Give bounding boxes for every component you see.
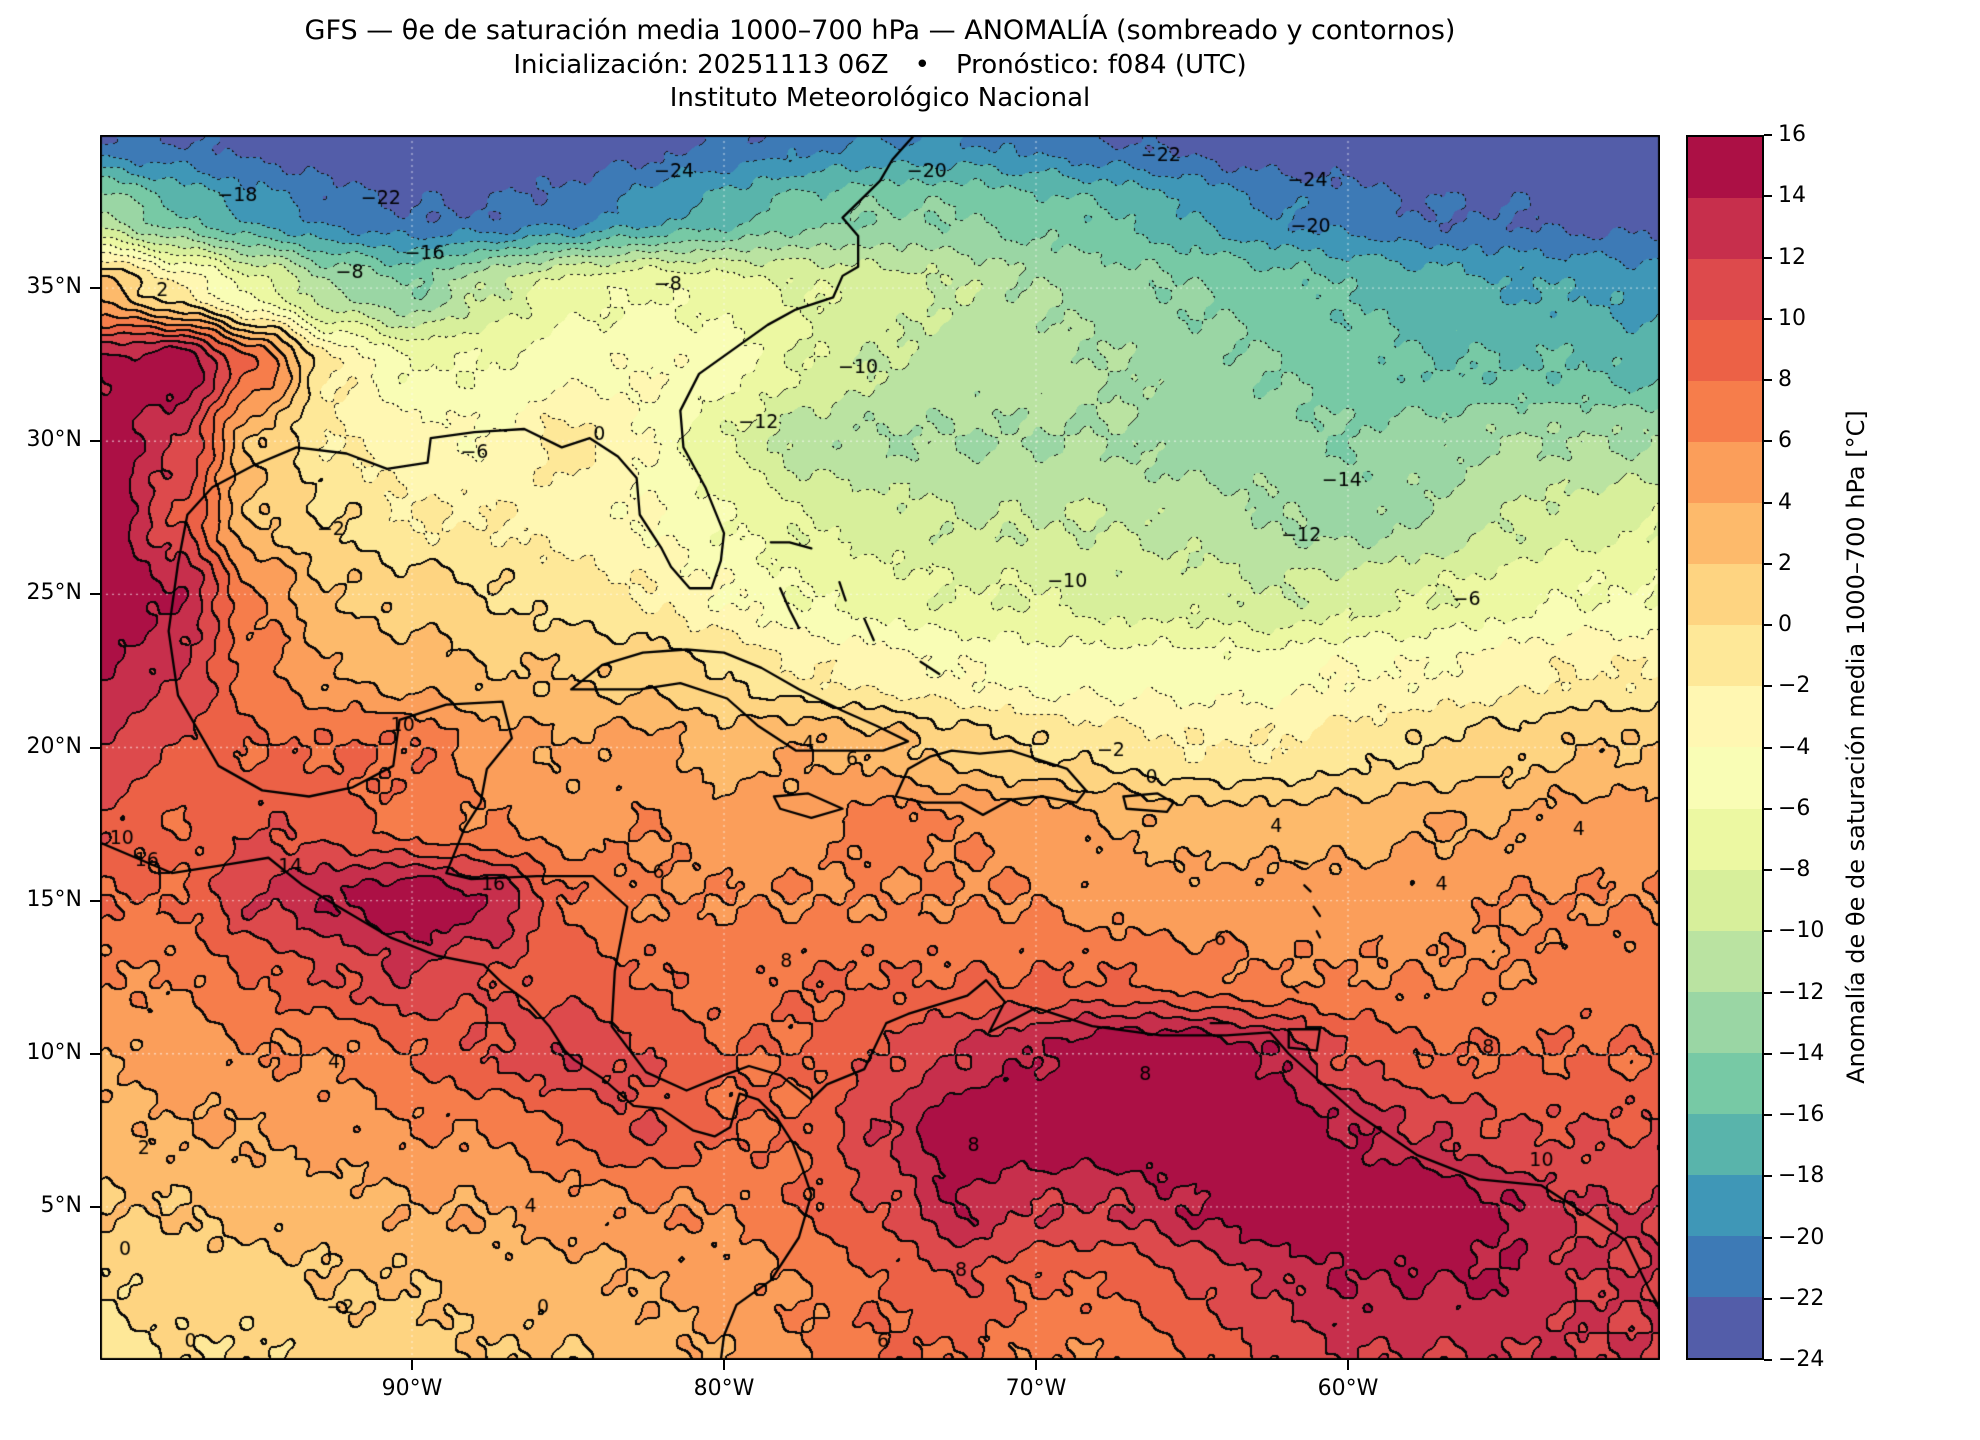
colorbar-tick-label: 12 (1778, 244, 1806, 270)
colorbar-band (1688, 869, 1762, 931)
colorbar-tick-label: 4 (1778, 489, 1792, 515)
colorbar-tick-label: 10 (1778, 305, 1806, 331)
colorbar-tick-label: −12 (1778, 979, 1825, 1005)
colorbar-tick (1764, 746, 1772, 749)
colorbar-band (1688, 503, 1762, 565)
lat-tick (90, 1205, 100, 1208)
colorbar-tick (1764, 1114, 1772, 1116)
lon-tick-label: 90°W (381, 1376, 443, 1401)
lon-tick (1347, 1360, 1349, 1370)
chart-title: GFS — θe de saturación media 1000–700 hP… (304, 15, 1456, 46)
plot-area (100, 135, 1660, 1360)
colorbar-tick-label: −24 (1778, 1347, 1825, 1372)
lon-tick (1035, 1360, 1037, 1370)
colorbar-band (1688, 137, 1762, 199)
colorbar-band (1688, 991, 1762, 1053)
colorbar-tick (1764, 1175, 1772, 1178)
lat-tick (90, 899, 100, 902)
colorbar-tick-label: −22 (1778, 1285, 1825, 1311)
lat-tick (90, 440, 100, 443)
colorbar-tick-label: −8 (1778, 857, 1811, 882)
colorbar-tick (1764, 317, 1772, 320)
colorbar-tick-label: −6 (1778, 795, 1811, 821)
lat-tick-label: 30°N (26, 427, 82, 453)
colorbar-band (1688, 1113, 1762, 1175)
colorbar-tick (1764, 195, 1772, 198)
colorbar-tick (1764, 807, 1772, 810)
colorbar-tick (1764, 930, 1772, 933)
colorbar-tick (1764, 379, 1772, 381)
colorbar-band (1688, 320, 1762, 382)
colorbar-tick (1764, 501, 1772, 504)
colorbar-tick (1764, 991, 1772, 994)
colorbar-tick (1764, 685, 1772, 688)
lat-tick (90, 1052, 100, 1055)
chart-subtitle-run-info: Inicialización: 20251113 06Z • Pronóstic… (513, 49, 1247, 80)
colorbar-band (1688, 259, 1762, 321)
colorbar-tick-label: 6 (1778, 428, 1792, 454)
lat-tick-label: 25°N (26, 580, 82, 606)
colorbar-tick (1764, 624, 1772, 626)
lat-tick-label: 35°N (26, 274, 82, 300)
lat-tick (90, 746, 100, 749)
colorbar-tick (1764, 1236, 1772, 1239)
colorbar-tick (1764, 134, 1772, 136)
colorbar-band (1688, 1235, 1762, 1297)
colorbar-tick (1764, 1297, 1772, 1300)
lat-tick (90, 593, 100, 596)
lat-tick-label: 10°N (26, 1039, 82, 1065)
colorbar-band (1688, 381, 1762, 443)
colorbar-tick-label: 2 (1778, 550, 1792, 576)
chart-subtitle-institution: Instituto Meteorológico Nacional (669, 82, 1091, 113)
colorbar-band (1688, 930, 1762, 992)
colorbar-tick-label: 14 (1778, 183, 1806, 209)
colorbar-tick-label: 0 (1778, 612, 1792, 637)
colorbar-tick (1764, 256, 1772, 259)
colorbar-tick-label: −16 (1778, 1102, 1825, 1127)
lat-tick-label: 5°N (40, 1192, 82, 1218)
colorbar-band (1688, 686, 1762, 748)
colorbar-band (1688, 747, 1762, 809)
colorbar-tick-label: −2 (1778, 673, 1811, 699)
lon-tick-label: 60°W (1317, 1376, 1379, 1401)
lon-tick (411, 1360, 413, 1370)
colorbar-band (1688, 808, 1762, 870)
colorbar-tick (1764, 562, 1772, 565)
colorbar-tick-label: −14 (1778, 1040, 1825, 1066)
colorbar-tick (1764, 869, 1772, 871)
colorbar-band (1688, 1296, 1762, 1358)
colorbar-band (1688, 442, 1762, 504)
colorbar-tick-label: −4 (1778, 734, 1811, 760)
colorbar-tick (1764, 440, 1772, 443)
colorbar-tick-label: −18 (1778, 1163, 1825, 1189)
colorbar-band (1688, 1174, 1762, 1236)
title-block: GFS — θe de saturación media 1000–700 hP… (100, 14, 1660, 115)
colorbar-tick-label: 16 (1778, 122, 1806, 147)
colorbar-band (1688, 625, 1762, 687)
colorbar-band (1688, 1052, 1762, 1114)
colorbar-tick (1764, 1359, 1772, 1361)
lon-tick-label: 70°W (1005, 1376, 1067, 1401)
colorbar-band (1688, 564, 1762, 626)
colorbar-tick-label: −20 (1778, 1224, 1825, 1250)
colorbar-tick-label: −10 (1778, 918, 1825, 944)
lon-tick (723, 1360, 725, 1370)
lat-tick (90, 287, 100, 290)
lat-tick-label: 15°N (26, 886, 82, 912)
contour-map-canvas (100, 135, 1660, 1360)
colorbar-tick-label: 8 (1778, 367, 1792, 392)
lon-tick-label: 80°W (693, 1376, 755, 1401)
colorbar-tick (1764, 1052, 1772, 1055)
lat-tick-label: 20°N (26, 733, 82, 759)
colorbar (1686, 135, 1764, 1360)
colorbar-band (1688, 198, 1762, 260)
